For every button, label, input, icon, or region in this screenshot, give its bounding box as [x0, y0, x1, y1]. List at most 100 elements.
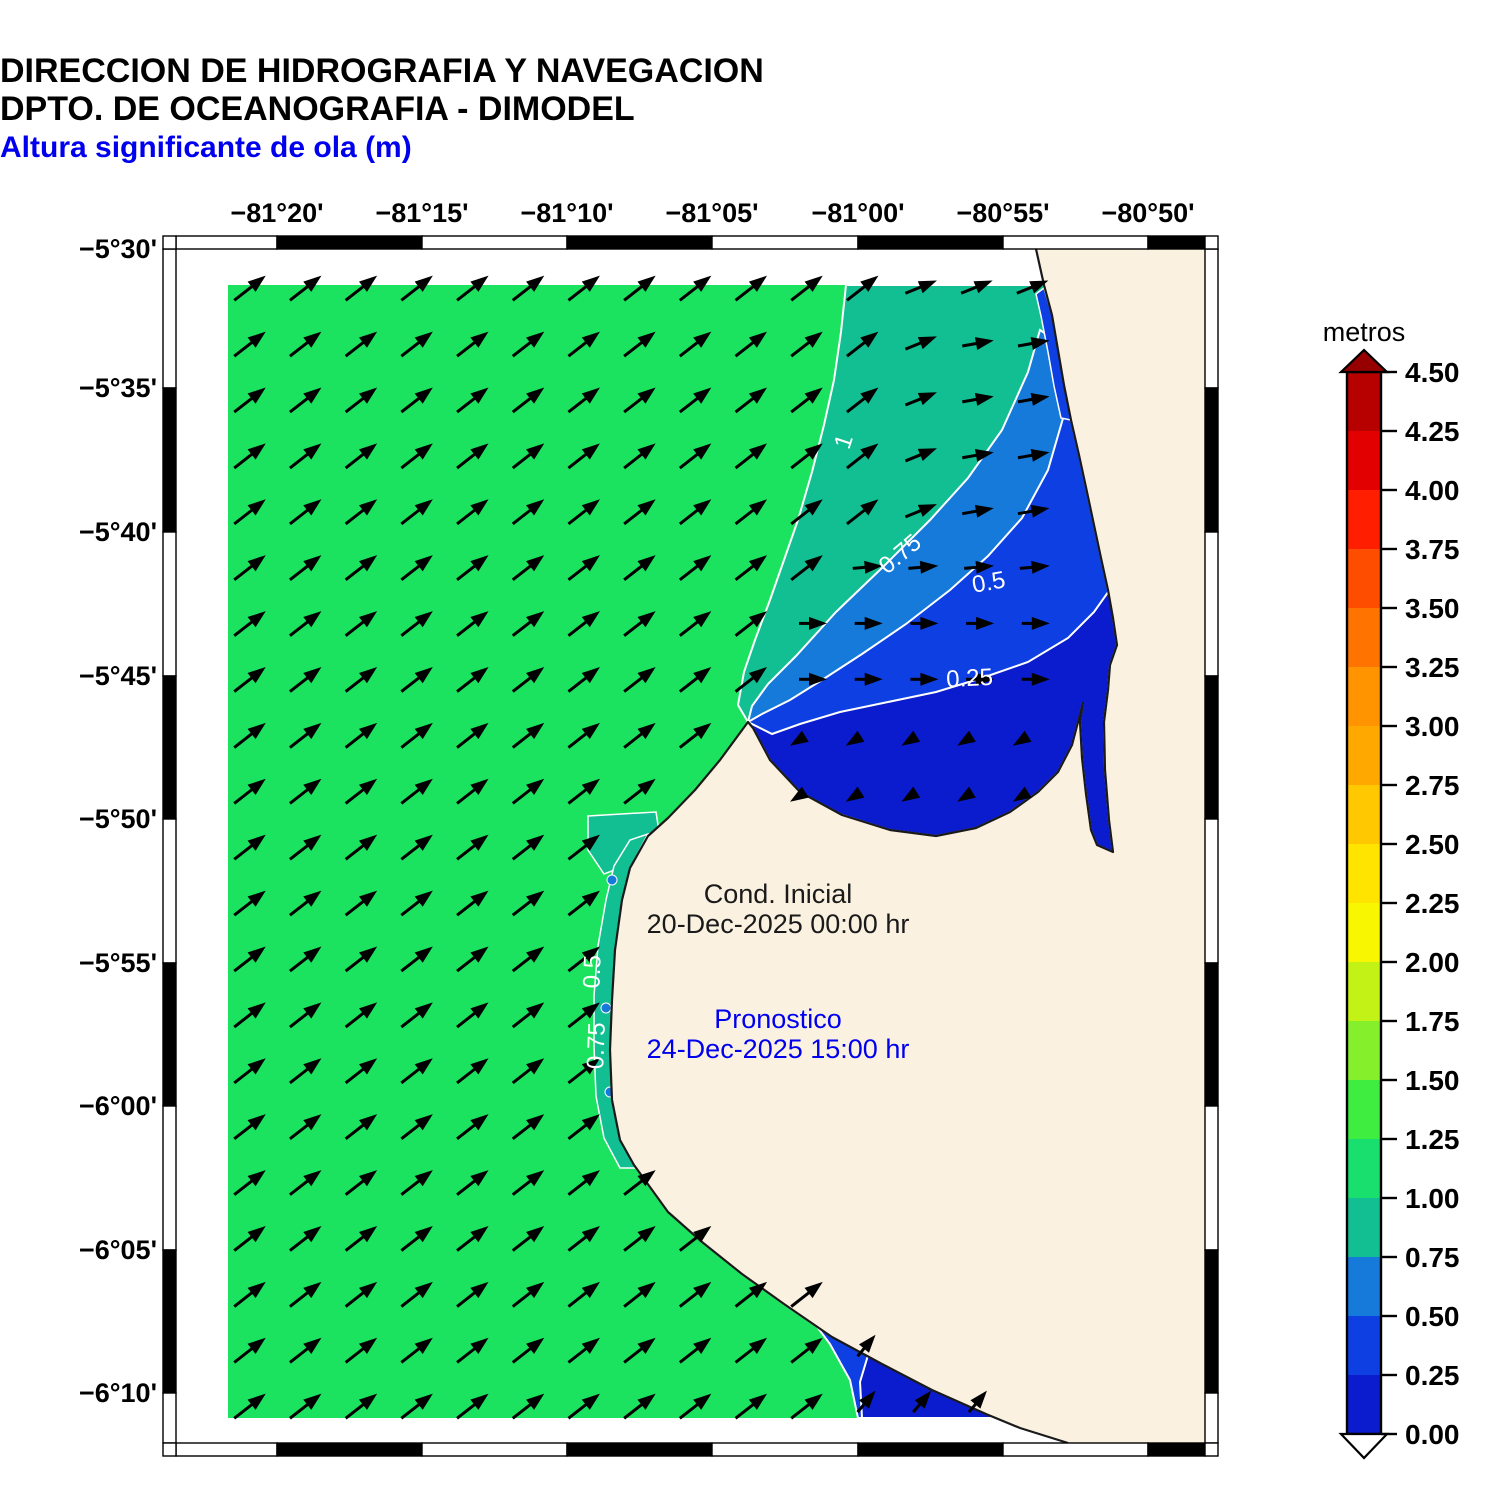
wave-arrow-head	[637, 666, 656, 684]
wave-arrow-tail	[511, 732, 532, 749]
wave-arrow	[400, 946, 433, 973]
wave-arrow-tail	[289, 899, 309, 917]
wave-arrow	[456, 499, 489, 526]
wave-arrow	[456, 1114, 489, 1140]
wave-arrow	[511, 1170, 545, 1196]
wave-arrow-head	[804, 1393, 823, 1410]
colorbar-segment	[1347, 1375, 1381, 1434]
wave-arrow-head	[637, 1393, 656, 1410]
wave-arrow	[567, 275, 600, 302]
wave-arrow	[567, 1002, 600, 1029]
wave-arrow-head	[809, 616, 827, 630]
wave-arrow-tail	[1017, 453, 1034, 460]
wave-arrow-head	[303, 1058, 322, 1075]
wave-arrow-head	[358, 331, 378, 348]
wave-arrow-head	[790, 730, 809, 746]
wave-arrow-head	[860, 499, 879, 516]
wave-arrow-tail	[567, 788, 588, 805]
colorbar-tick-label: 0.75	[1405, 1242, 1460, 1273]
wave-arrow-head	[637, 1337, 656, 1354]
wave-arrow	[400, 1281, 433, 1308]
wave-arrow-tail	[233, 843, 254, 861]
wave-arrow-head	[637, 1281, 656, 1299]
wave-arrow-head	[804, 499, 823, 516]
colorbar-segment	[1347, 490, 1381, 549]
initial-condition-time: 20-Dec-2025 00:00 hr	[647, 909, 910, 939]
wave-arrow-tail	[567, 1291, 588, 1308]
wave-arrow-tail	[233, 564, 254, 581]
colorbar-layer: 0.00 0.25 0.50 0.75 1.00 1.25 1.50 1.75 2.00 2.25…	[1338, 348, 1460, 1460]
wave-arrow	[910, 672, 939, 686]
wave-arrow-head	[860, 331, 879, 348]
wave-arrow	[790, 331, 823, 358]
wave-arrow-tail	[912, 1402, 922, 1414]
wave-arrow-tail	[623, 396, 644, 414]
wave-arrow	[846, 499, 879, 526]
wave-arrow-head	[470, 834, 489, 851]
wave-arrow-tail	[344, 452, 365, 470]
wave-arrow	[790, 786, 809, 802]
wave-arrow-tail	[734, 1402, 755, 1420]
wave-arrow-head	[414, 834, 433, 851]
wave-arrow-head	[919, 560, 939, 574]
wave-arrow	[678, 555, 712, 581]
wave-arrow-head	[917, 504, 937, 517]
frame-segment-right	[1204, 962, 1219, 1107]
wave-arrow-tail	[1019, 565, 1033, 570]
wave-arrow-tail	[623, 1179, 644, 1196]
wave-arrow-head	[693, 611, 712, 628]
wave-arrow-tail	[846, 508, 866, 526]
wave-arrow-head	[581, 555, 600, 572]
wave-arrow	[904, 336, 937, 351]
wave-arrow	[957, 730, 976, 746]
wave-arrow	[567, 1337, 600, 1364]
wave-arrow-head	[470, 722, 489, 740]
wave-arrow-head	[358, 387, 378, 404]
wave-arrow-tail	[567, 1402, 588, 1420]
wave-arrow-head	[526, 443, 545, 460]
colorbar-segment	[1347, 1139, 1381, 1198]
wave-arrow	[344, 499, 378, 526]
wave-arrow-head	[581, 778, 600, 795]
colorbar-tick-label: 3.75	[1405, 534, 1460, 565]
wave-arrow	[790, 499, 823, 526]
colorbar-tick-label: 1.00	[1405, 1183, 1460, 1214]
wave-arrow-head	[976, 616, 995, 630]
wave-arrow-head	[470, 387, 489, 404]
wave-arrow-head	[358, 778, 378, 795]
wave-arrow	[1012, 730, 1032, 746]
wave-arrow-head	[247, 555, 266, 572]
colorbar-segment	[1347, 431, 1381, 490]
wave-arrow-tail	[233, 899, 254, 917]
wave-arrow	[856, 1390, 876, 1414]
wave-arrow-head	[247, 499, 266, 516]
wave-arrow	[623, 443, 656, 470]
wave-arrow	[846, 275, 879, 302]
wave-arrow	[734, 1337, 768, 1364]
wave-arrow-tail	[233, 284, 254, 302]
wave-arrow-tail	[904, 453, 922, 463]
wave-arrow-tail	[456, 1291, 477, 1308]
wave-arrow-tail	[289, 1347, 309, 1364]
wave-arrow-tail	[511, 1347, 532, 1364]
coastal-speck	[600, 1002, 612, 1014]
wave-arrow-tail	[678, 732, 699, 749]
wave-arrow	[289, 1002, 322, 1029]
wave-arrow-tail	[964, 565, 978, 570]
wave-arrow-tail	[400, 843, 421, 861]
wave-arrow-head	[581, 1058, 600, 1075]
wave-arrow-head	[247, 1114, 266, 1131]
frame-segment-bottom	[1002, 1442, 1149, 1457]
wave-arrow-head	[247, 443, 266, 460]
wave-arrow	[456, 387, 489, 414]
wave-arrow	[233, 499, 266, 526]
wave-arrow-tail	[344, 843, 365, 861]
wave-arrow	[511, 331, 545, 358]
wave-arrow	[400, 443, 433, 470]
wave-arrow-head	[974, 337, 994, 350]
wave-arrow-head	[470, 946, 489, 963]
colorbar-tick-label: 1.50	[1405, 1065, 1460, 1096]
wave-arrow	[344, 275, 378, 302]
wave-arrow-tail	[734, 620, 755, 637]
wave-arrow-head	[414, 1170, 433, 1187]
